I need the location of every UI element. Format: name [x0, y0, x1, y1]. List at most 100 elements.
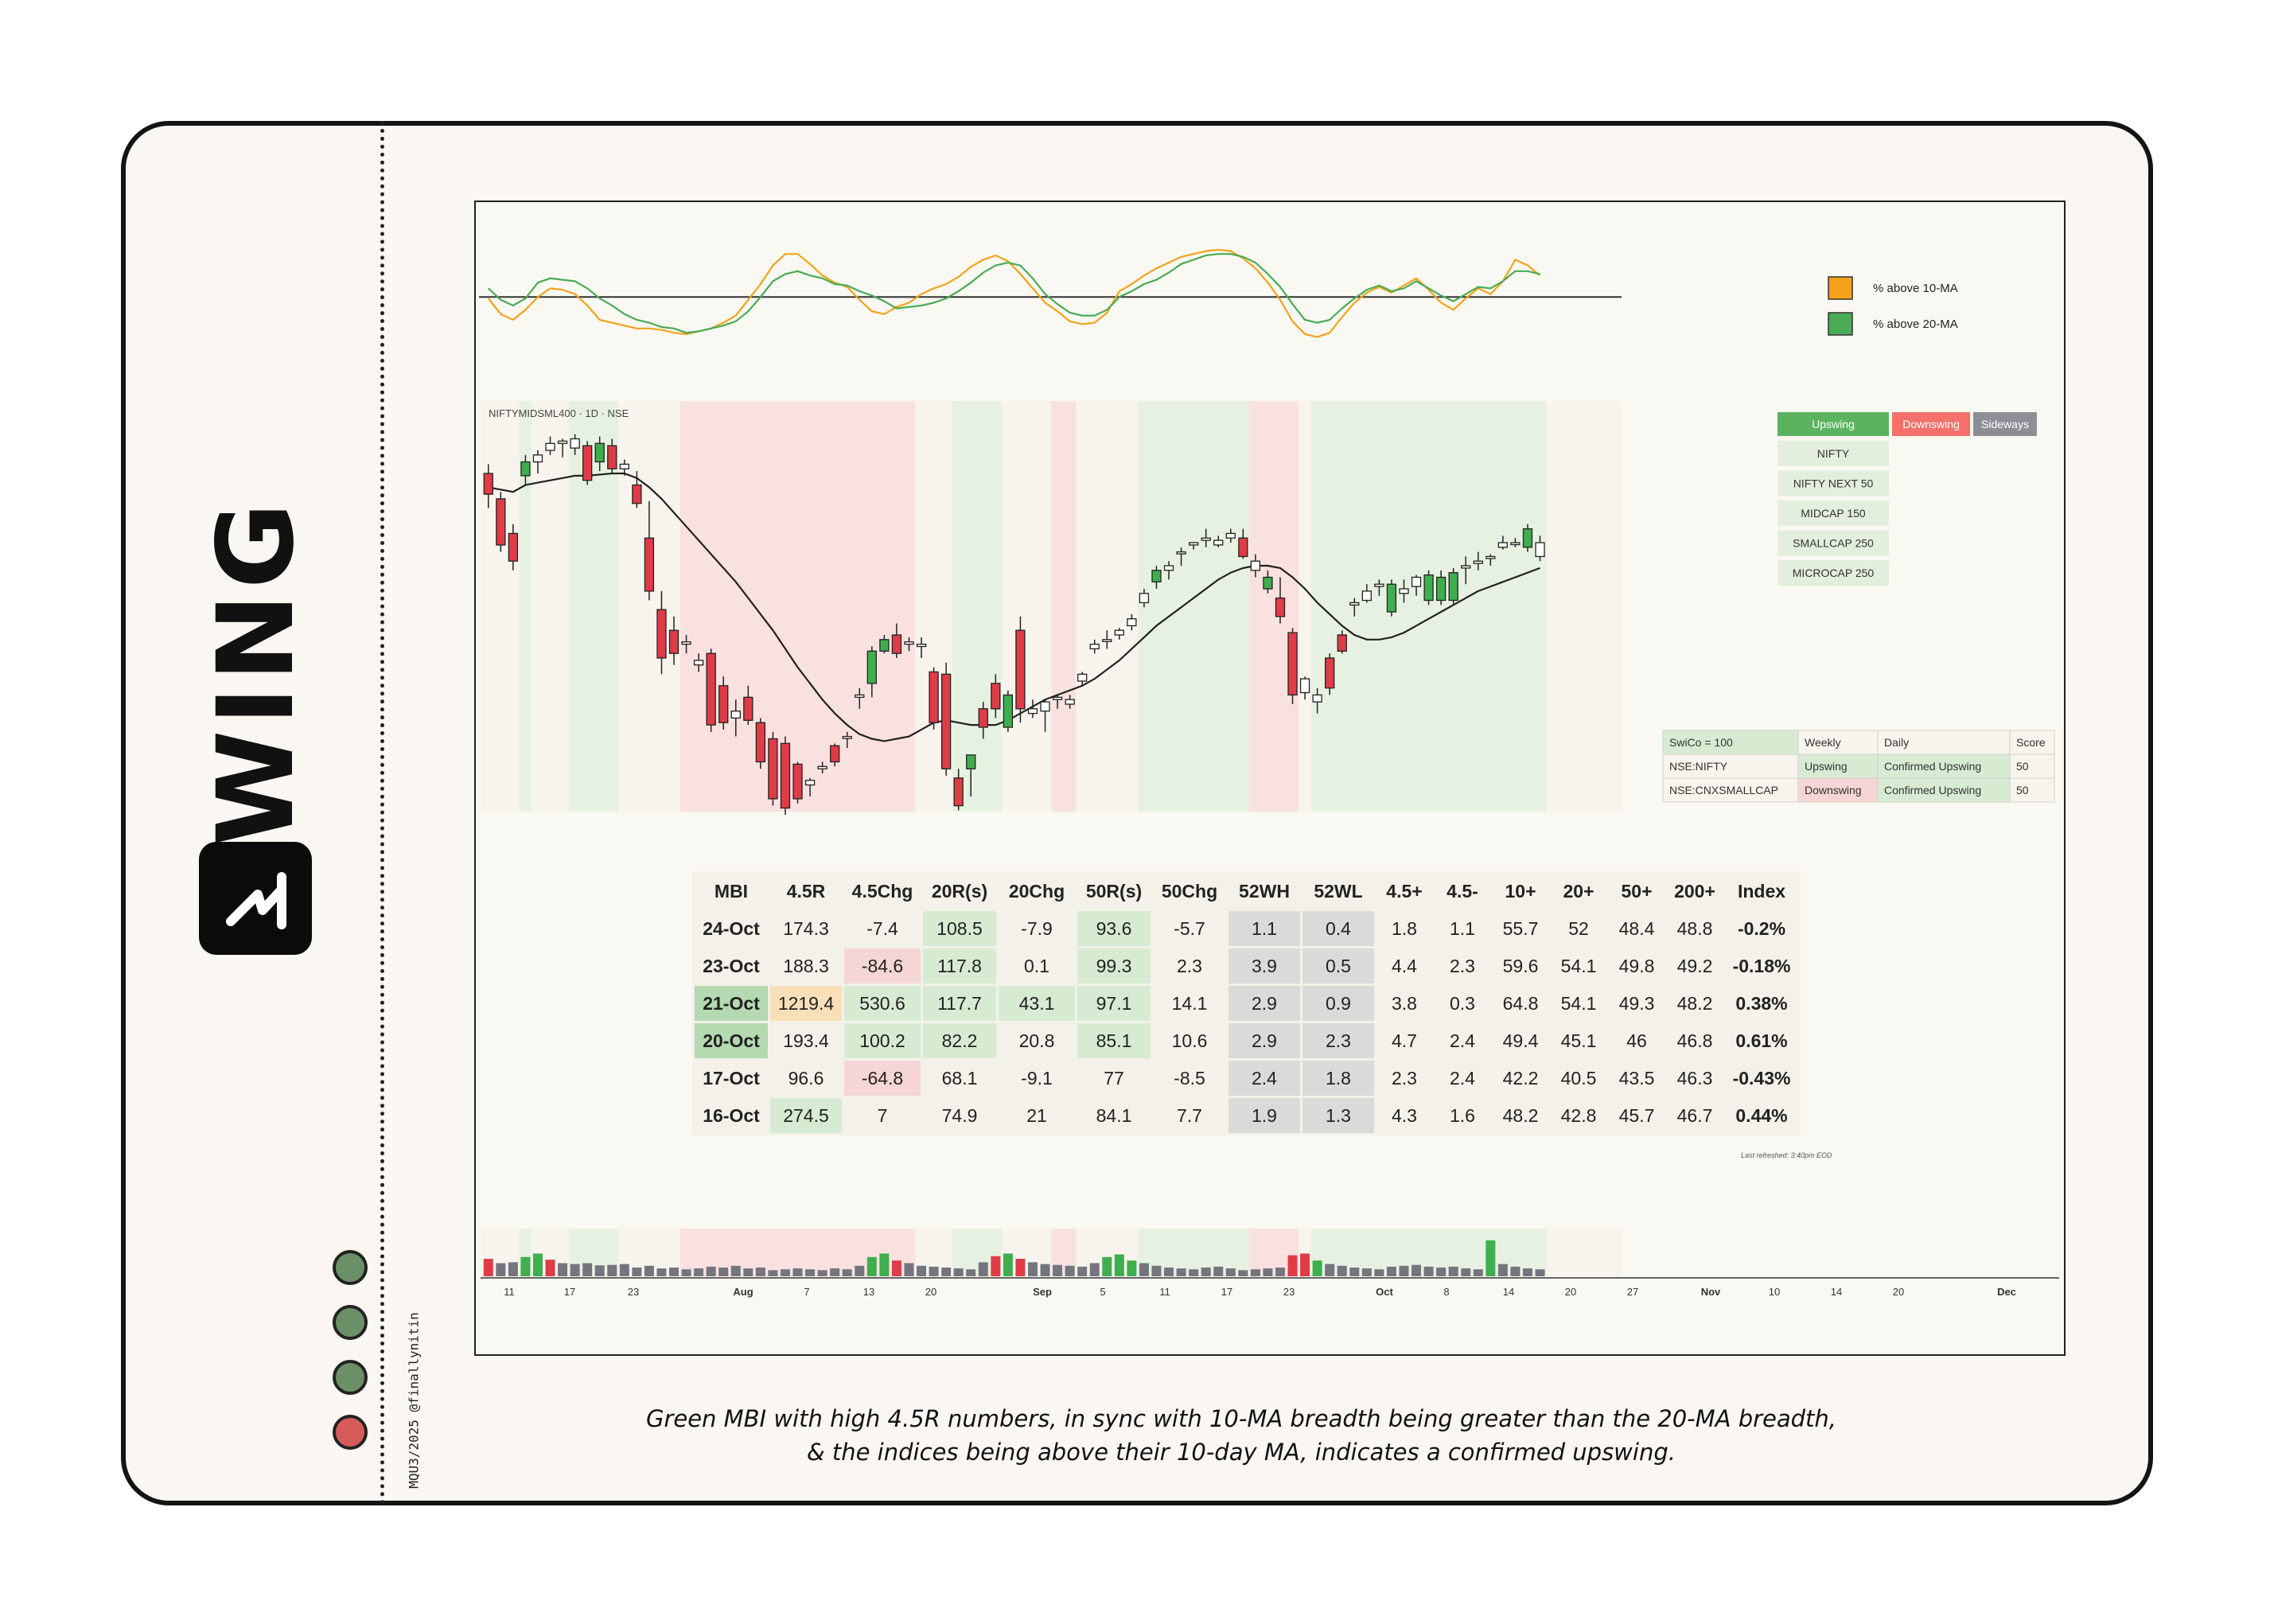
candle — [681, 641, 691, 645]
table-cell: 77 — [1104, 1067, 1124, 1089]
table-header: 52WH — [1239, 880, 1290, 902]
volume-bar — [545, 1260, 555, 1276]
table-cell: 84.1 — [1096, 1104, 1132, 1126]
table-cell: 42.8 — [1560, 1104, 1597, 1126]
table-cell: 274.5 — [770, 1098, 842, 1133]
x-axis-label: 11 — [504, 1286, 515, 1298]
candle — [1052, 696, 1063, 700]
volume-bar — [1102, 1256, 1112, 1276]
legend-swatch — [1828, 312, 1853, 336]
candle — [953, 777, 964, 807]
x-axis-label: 20 — [1565, 1286, 1576, 1298]
table-cell: 174.3 — [783, 917, 829, 939]
table-cell: 1.6 — [1450, 1104, 1475, 1126]
volume-bar — [941, 1268, 952, 1276]
credit-text: MQU3/2025 @finallynitin — [406, 1312, 422, 1489]
table-cell: 17-Oct — [703, 1067, 760, 1089]
volume-bar — [879, 1253, 890, 1276]
candle — [1040, 701, 1050, 712]
swico-cell — [1877, 777, 2011, 803]
volume-bar — [1349, 1268, 1360, 1276]
x-axis-label: 20 — [1893, 1286, 1904, 1298]
swico-cell — [1662, 730, 1799, 755]
volume-bar — [1300, 1253, 1310, 1276]
table-cell: 117.8 — [923, 948, 996, 983]
table-cell: 0.1 — [1024, 955, 1049, 976]
table-header: 52WL — [1314, 880, 1363, 902]
candle — [1114, 629, 1124, 636]
status-dot-green — [333, 1305, 368, 1340]
table-cell: 2.4 — [1229, 1061, 1300, 1096]
volume-bar — [1535, 1269, 1545, 1276]
candle — [904, 641, 914, 645]
table-cell: 54.1 — [1560, 992, 1597, 1014]
candle — [1312, 694, 1322, 703]
regime-band-upswing — [519, 401, 532, 812]
candle — [780, 742, 791, 809]
x-axis-label: 27 — [1627, 1286, 1638, 1298]
swico-cell — [1877, 754, 2011, 779]
candle — [656, 609, 667, 659]
candle — [929, 671, 939, 723]
table-cell: 0.61% — [1735, 1030, 1788, 1051]
volume-bar — [966, 1269, 976, 1276]
x-axis-label: 14 — [1503, 1286, 1514, 1298]
candle — [1015, 629, 1026, 710]
table-cell: 0.38% — [1735, 992, 1788, 1014]
volume-bar — [496, 1263, 506, 1276]
volume-bar — [1361, 1268, 1372, 1276]
volume-bar — [891, 1260, 901, 1276]
table-header: 20R(s) — [931, 880, 988, 902]
volume-bar — [1275, 1268, 1285, 1276]
volume-bar — [817, 1270, 827, 1276]
caption-line: Green MBI with high 4.5R numbers, in syn… — [645, 1405, 1837, 1432]
volume-bar — [1015, 1259, 1026, 1276]
candle — [1485, 555, 1496, 559]
swico-cell — [1662, 777, 1799, 803]
table-cell: 48.8 — [1676, 917, 1713, 939]
volume-bar — [1522, 1268, 1532, 1276]
mbi-table: MBI 4.5R 4.5Chg 20R(s) 20Chg 50R(s) 50Chg 52WH 5… — [692, 871, 1801, 1135]
volume-bar — [904, 1263, 914, 1276]
table-cell: 23-Oct — [703, 955, 760, 976]
candle — [855, 694, 865, 698]
table-cell: 0.3 — [1450, 992, 1475, 1014]
regime-band-downswing — [1249, 401, 1299, 812]
index-label: MICROCAP 250 — [1793, 567, 1875, 579]
volume-bar — [1287, 1255, 1298, 1276]
candle — [1176, 551, 1186, 555]
x-axis-label: 23 — [628, 1286, 639, 1298]
regime-legend-sideways — [1973, 412, 2037, 436]
volume-bar — [1027, 1262, 1038, 1276]
candle — [830, 745, 840, 763]
x-axis-label: Aug — [733, 1286, 753, 1298]
table-cell: -9.1 — [1021, 1067, 1053, 1089]
swico-text: Score — [2016, 736, 2046, 749]
candle — [668, 629, 679, 654]
volume-bar — [607, 1264, 617, 1276]
candle — [1127, 618, 1137, 627]
table-cell: 85.1 — [1077, 1023, 1151, 1058]
table-cell: 0.44% — [1735, 1104, 1788, 1126]
volume-bar — [978, 1262, 988, 1276]
candle — [817, 765, 827, 769]
table-cell: 49.8 — [1618, 955, 1655, 976]
table-cell: 2.3 — [1392, 1067, 1417, 1089]
volume-chart: 11 17 23 Aug 7 13 20 Sep 5 11 17 23 Oct 8 14 20 27 Nov 10 1… — [481, 1229, 2059, 1298]
candle — [1374, 583, 1384, 587]
moving-average-line — [488, 472, 1540, 742]
volume-bar — [1127, 1260, 1137, 1276]
candle — [496, 498, 506, 546]
volume-bar — [1337, 1265, 1347, 1276]
candle — [978, 708, 988, 728]
table-header: 4.5Chg — [851, 880, 913, 902]
x-axis-label: 10 — [1769, 1286, 1780, 1298]
table-cell: 193.4 — [783, 1030, 829, 1051]
volume-bar — [855, 1265, 865, 1276]
candle — [991, 683, 1001, 710]
candle — [966, 754, 976, 769]
table-cell: 0.9 — [1302, 986, 1374, 1021]
volume-bar — [1225, 1268, 1236, 1276]
candle — [1435, 576, 1447, 602]
candle — [693, 660, 704, 666]
